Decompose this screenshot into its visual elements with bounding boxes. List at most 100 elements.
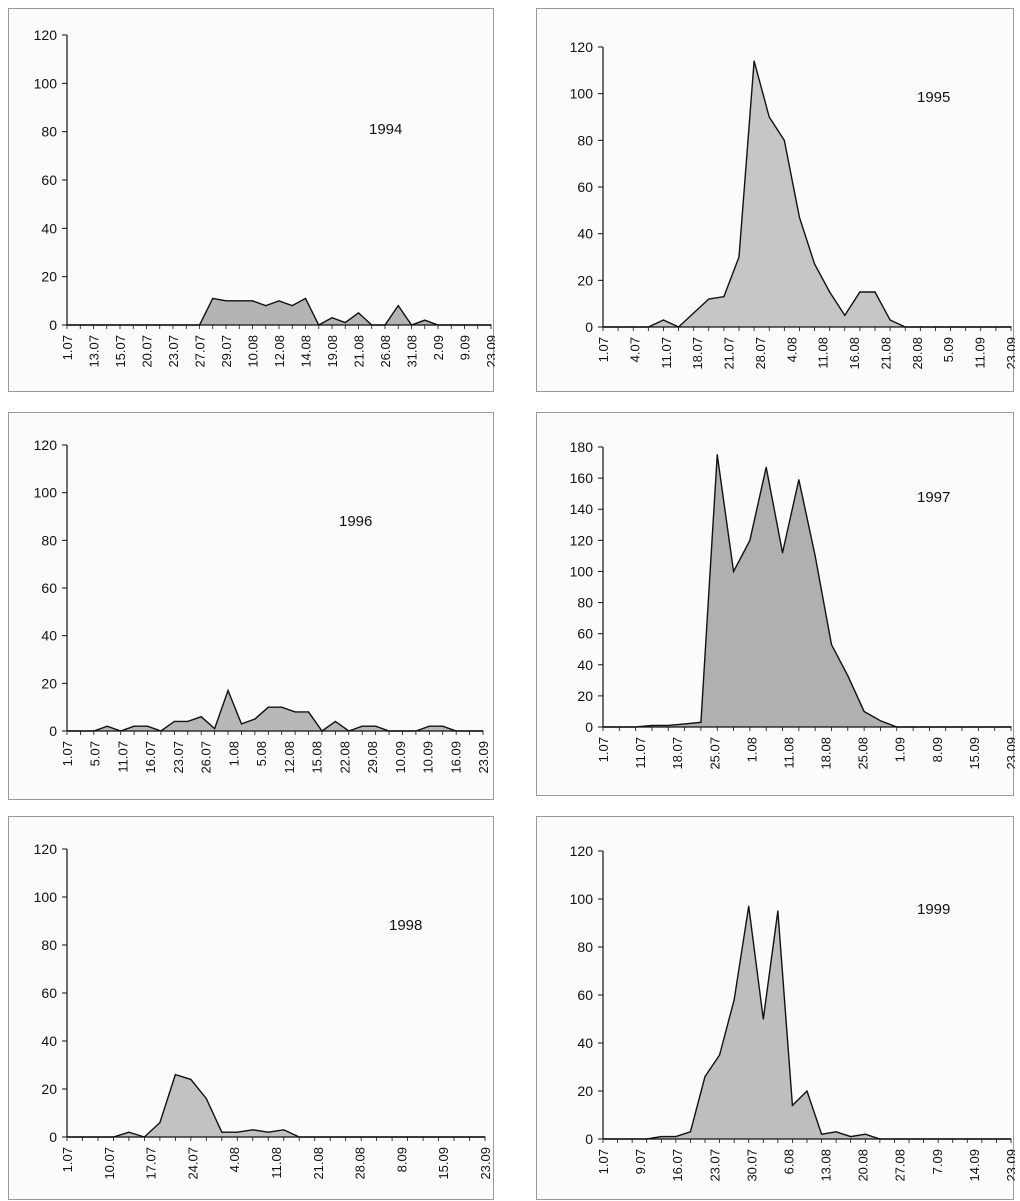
x-tick-label: 10.09 xyxy=(393,741,408,774)
x-tick-label: 10.09 xyxy=(421,741,436,774)
x-tick-label: 5.07 xyxy=(88,741,103,766)
data-point xyxy=(723,296,725,298)
data-point xyxy=(693,312,695,314)
chart-year-label: 1998 xyxy=(389,917,422,934)
data-point xyxy=(227,689,229,692)
chart-svg-1995: 0 20 40 60 80 100 120 1.07 4.07 11.07 18.07 21.07 28… xyxy=(570,39,1015,370)
chart-panel-1998: 0 20 40 60 80 100 120 1.07 10.07 17.07 24.07 4.08 11… xyxy=(8,816,494,1200)
x-tick-label: 1.08 xyxy=(226,741,241,766)
y-tick-label: 60 xyxy=(41,985,57,1001)
data-point xyxy=(798,479,800,481)
x-tick-label: 9.09 xyxy=(458,335,473,360)
x-tick-label: 22.08 xyxy=(337,741,352,774)
y-tick-label: 20 xyxy=(577,1083,593,1099)
x-tick-label: 1.07 xyxy=(596,737,611,762)
x-tick-label: 10.07 xyxy=(102,1147,117,1180)
y-tick-label: 60 xyxy=(577,179,593,195)
series-area xyxy=(67,298,491,325)
data-point xyxy=(847,675,849,677)
y-tick-label: 180 xyxy=(570,439,594,455)
y-tick-label: 100 xyxy=(34,75,58,91)
data-point xyxy=(798,216,801,218)
y-tick-label: 100 xyxy=(570,563,594,579)
x-tick-label: 20.08 xyxy=(856,1149,871,1182)
data-point xyxy=(732,570,735,573)
y-tick-label: 0 xyxy=(585,1131,593,1147)
y-tick-label: 120 xyxy=(34,841,58,857)
data-point xyxy=(267,1131,269,1133)
y-tick-label: 40 xyxy=(41,220,57,236)
data-point xyxy=(814,555,816,557)
x-tick-label: 24.07 xyxy=(185,1147,200,1180)
x-tick-label: 13.08 xyxy=(819,1149,834,1182)
x-tick-label: 15.09 xyxy=(436,1147,451,1180)
x-tick-label: 11.08 xyxy=(816,337,831,369)
x-tick-label: 15.07 xyxy=(113,335,128,368)
data-point xyxy=(357,312,360,314)
data-point xyxy=(651,724,653,727)
x-tick-label: 14.08 xyxy=(299,335,314,368)
chart-panel-1995: 0 20 40 60 80 100 120 1.07 4.07 11.07 18.07 21.07 28… xyxy=(536,8,1015,392)
x-tick-label: 26.08 xyxy=(378,335,393,368)
data-point xyxy=(777,910,779,912)
x-tick-label: 15.08 xyxy=(310,741,325,774)
x-tick-label: 4.07 xyxy=(627,337,642,362)
x-tick-label: 25.07 xyxy=(707,737,722,770)
x-tick-label: 23.09 xyxy=(476,741,491,774)
x-tick-label: 4.08 xyxy=(784,337,799,362)
y-tick-label: 20 xyxy=(41,1081,57,1097)
x-tick-label: 18.08 xyxy=(819,737,834,770)
data-point xyxy=(291,305,293,307)
x-tick-label: 25.08 xyxy=(856,737,871,770)
data-point xyxy=(863,710,865,713)
series-area xyxy=(67,690,483,731)
chart-panel-1996: 0 20 40 60 80 100 120 1.07 5.07 11.07 16.07 23.07 26… xyxy=(8,412,494,800)
data-point xyxy=(829,291,831,293)
series-area xyxy=(603,61,1011,327)
x-tick-label: 6.08 xyxy=(781,1149,796,1174)
x-tick-label: 7.09 xyxy=(930,1149,945,1174)
data-point xyxy=(251,300,254,302)
y-tick-label: 40 xyxy=(41,1033,57,1049)
y-tick-label: 80 xyxy=(41,937,57,953)
x-tick-label: 23.09 xyxy=(1004,737,1015,770)
x-tick-label: 21.08 xyxy=(352,335,367,368)
data-point xyxy=(879,720,882,722)
y-tick-label: 0 xyxy=(585,319,593,335)
data-point xyxy=(214,728,216,730)
x-tick-label: 18.07 xyxy=(690,337,705,370)
x-tick-label: 1.07 xyxy=(60,335,75,360)
y-tick-label: 60 xyxy=(41,580,57,596)
x-tick-label: 28.08 xyxy=(353,1147,368,1180)
data-point xyxy=(718,1054,721,1056)
y-tick-label: 80 xyxy=(41,124,57,140)
data-point xyxy=(781,552,784,554)
y-tick-label: 0 xyxy=(49,723,57,739)
data-point xyxy=(133,725,135,727)
data-point xyxy=(397,305,399,307)
data-point xyxy=(428,725,430,727)
x-tick-label: 11.07 xyxy=(659,337,674,369)
data-point xyxy=(813,263,816,265)
x-tick-label: 1.09 xyxy=(893,737,908,762)
x-tick-label: 21.08 xyxy=(878,337,893,370)
x-tick-label: 15.09 xyxy=(967,737,982,770)
x-tick-label: 9.07 xyxy=(633,1149,648,1174)
x-tick-label: 16.07 xyxy=(670,1149,685,1182)
data-point xyxy=(344,321,346,324)
x-tick-label: 31.08 xyxy=(405,335,420,368)
data-point xyxy=(835,1131,837,1133)
y-tick-label: 40 xyxy=(577,226,593,242)
x-tick-label: 23.09 xyxy=(484,335,495,368)
y-tick-label: 20 xyxy=(41,269,57,285)
x-tick-label: 23.07 xyxy=(166,335,181,368)
x-tick-label: 21.08 xyxy=(311,1147,326,1180)
data-point xyxy=(252,1129,254,1131)
chart-panel-1997: 0 20 40 60 80 100 120 140 160 180 1.07 11.07 18.07 25… xyxy=(536,412,1015,796)
data-point xyxy=(294,711,296,713)
data-point xyxy=(334,720,336,723)
data-point xyxy=(689,1131,692,1133)
x-tick-label: 10.08 xyxy=(246,335,261,368)
data-point xyxy=(704,1076,706,1078)
chart-svg-1999: 0 20 40 60 80 100 120 1.07 9.07 16.07 23.07 30.07 6.… xyxy=(570,843,1015,1182)
